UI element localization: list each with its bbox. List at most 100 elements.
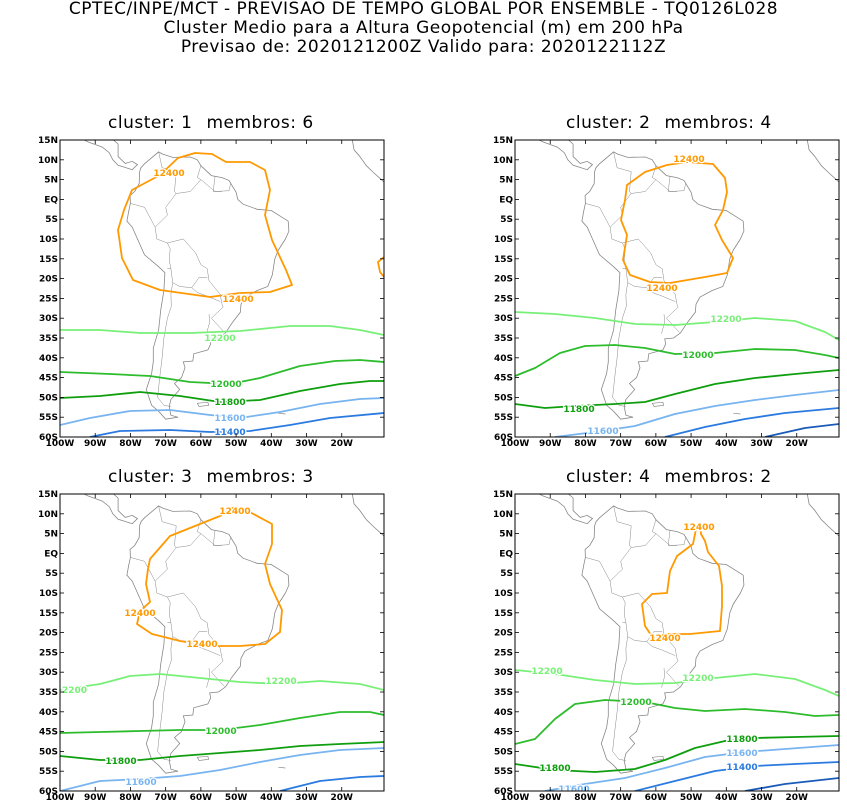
lat-tick-label: 45S [494,374,513,384]
contour-12400 [136,507,283,647]
contour-12400 [117,152,293,298]
contour-lines [60,507,384,791]
lat-tick-label: 25S [39,648,58,658]
contour-label: 11600 [587,427,618,437]
contour-label: 11400 [214,428,245,438]
contour-label: 12200 [265,677,296,687]
lat-tick-label: EQ [44,195,58,205]
contour-11800 [60,380,384,403]
lat-tick-label: 5S [500,569,513,579]
panel-title: cluster: 2 membros: 4 [566,113,772,133]
contour-11600 [554,389,839,437]
lat-tick-label: 15N [38,490,58,500]
contour-11400 [664,407,839,437]
contour-label: 11600 [214,414,245,424]
lon-tick-label: 30W [750,793,773,803]
figure-header: CPTEC/INPE/MCT - PREVISAO DE TEMPO GLOBA… [0,0,847,57]
contour-label: 12400 [673,155,704,165]
contour-11200 [744,777,839,791]
lat-tick-label: 50S [39,747,58,757]
lat-tick-label: 5N [44,176,58,186]
contour-label: 12000 [210,380,241,390]
lat-tick-label: 10S [494,589,513,599]
lon-tick-label: 70W [609,439,632,449]
map-frame [59,139,385,438]
contour-labels: 12400 12400 12200 12000 11800 11600 [562,154,743,437]
header-title: CPTEC/INPE/MCT - PREVISAO DE TEMPO GLOBA… [68,0,779,19]
lat-tick-label: 15N [493,136,513,146]
cluster-label: cluster: 3 [108,467,193,487]
contour-12200 [515,311,839,341]
contour-labels: 12400 12400 12200 12000 11800 11600 11400 [152,168,255,438]
contour-12200 [60,325,384,336]
cluster-label: cluster: 2 [566,113,651,133]
lat-tick-label: 25S [494,294,513,304]
lon-tick-label: 30W [750,439,773,449]
lon-tick-label: 80W [574,439,597,449]
coastlines [83,140,384,420]
lon-tick-label: 90W [539,439,562,449]
lon-tick-label: 30W [295,793,318,803]
members-label: membros: 4 [664,113,772,133]
contour-label: 12400 [683,523,714,533]
lat-tick-label: 10N [493,156,513,166]
contour-label: 12400 [646,284,677,294]
lat-tick-label: 55S [39,413,58,423]
lon-tick-label: 50W [225,793,248,803]
lon-tick-label: 100W [501,793,530,803]
contour-11600 [544,744,839,791]
contour-11200 [764,423,839,437]
contour-11800 [515,369,839,409]
lat-tick-label: 50S [494,393,513,403]
lat-tick-label: 55S [494,767,513,777]
lat-tick-label: 25S [494,648,513,658]
contour-label: 12400 [219,507,250,517]
lat-tick-label: 10S [39,589,58,599]
contour-11800 [60,741,384,761]
contour-12000 [515,344,839,377]
lat-tick-label: 40S [494,354,513,364]
cluster-label: cluster: 4 [566,467,651,487]
contour-12400 [620,161,734,284]
lat-tick-label: 60S [494,787,513,797]
contour-labels: 12400 12400 12200 12200 12000 11800 11800 11600… [530,522,759,791]
header-dates: Previsao de: 2020121200Z Valido para: 20… [180,37,667,57]
contour-11600 [60,747,384,791]
lat-tick-label: 35S [39,688,58,698]
lat-tick-label: 40S [494,708,513,718]
contour-label: 11800 [726,735,757,745]
lon-tick-label: 90W [84,439,107,449]
lon-tick-label: 80W [574,793,597,803]
lat-tick-label: 40S [39,708,58,718]
lat-tick-label: 5N [44,530,58,540]
lat-tick-label: 5S [45,215,58,225]
contour-12400 [641,523,723,639]
lat-tick-label: 55S [39,767,58,777]
lat-tick-label: EQ [499,549,513,559]
lat-tick-label: 40S [39,354,58,364]
lon-tick-label: 80W [119,439,142,449]
lat-tick-label: 60S [39,433,58,443]
lon-tick-label: 50W [680,439,703,449]
contour-lines [515,161,839,437]
lon-tick-label: 100W [46,793,75,803]
lat-tick-label: 45S [39,374,58,384]
contour-12200 [515,669,839,697]
lon-tick-label: 20W [331,439,354,449]
contour-11400 [279,775,384,791]
lon-tick-label: 30W [295,439,318,449]
members-label: membros: 3 [206,467,314,487]
lat-tick-label: 10S [39,235,58,245]
lat-tick-label: 30S [494,314,513,324]
lon-tick-label: 90W [84,793,107,803]
map-frame [514,493,840,792]
lon-tick-label: 20W [786,439,809,449]
contour-label: 11800 [214,398,245,408]
panel-title: cluster: 4 membros: 2 [566,467,772,487]
contour-label: 12400 [649,634,680,644]
lat-tick-label: 15S [494,255,513,265]
lat-tick-label: 45S [494,728,513,738]
